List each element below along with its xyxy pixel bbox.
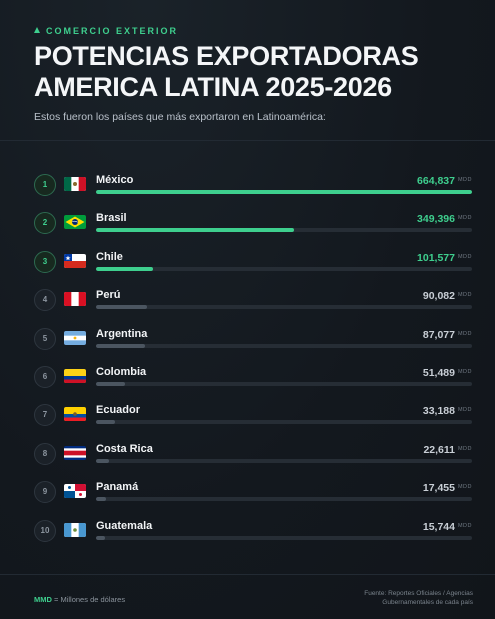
bar-row: 2 Brasil 349,396 MDD [0, 210, 495, 244]
triangle-icon [34, 27, 40, 33]
rank-badge: 3 [34, 250, 56, 273]
bar [96, 382, 126, 386]
rank-badge: 6 [34, 366, 56, 388]
title-line-2: AMERICA LATINA 2025-2026 [34, 72, 392, 102]
value-label: 51,489 [422, 367, 455, 379]
value-label: 17,455 [422, 482, 455, 495]
divider [0, 140, 495, 141]
unit-label: MDD [457, 292, 472, 299]
unit-label: MDD [457, 215, 472, 222]
unit-label: MDD [457, 177, 472, 183]
value-label: 87,077 [422, 328, 455, 341]
bar-track [96, 497, 472, 502]
bar [96, 266, 154, 271]
country-label: México [96, 174, 134, 186]
rank-badge: 8 [34, 442, 56, 465]
bar-row: 7 Ecuador 33,188 MDD [0, 402, 495, 436]
rank-badge: 7 [34, 404, 56, 427]
country-label: Argentina [96, 327, 148, 340]
subtitle: Estos fueron los países que más exportar… [34, 111, 326, 123]
bar [96, 458, 109, 463]
bar [96, 228, 294, 233]
bar [96, 420, 115, 425]
value-label: 349,396 [417, 213, 455, 226]
unit-label: MDD [457, 369, 472, 375]
bar [96, 190, 472, 194]
costa-rica-flag-icon [64, 445, 86, 460]
country-label: Costa Rica [96, 442, 153, 455]
unit-legend: MMD = Millones de dólares [34, 595, 125, 604]
unit-label: MDD [457, 522, 472, 529]
country-label: Perú [96, 289, 121, 302]
bar-track [96, 382, 472, 386]
bar-row: 1 México 664,837 MDD [0, 172, 495, 206]
rank-badge: 10 [34, 519, 56, 542]
country-label: Ecuador [96, 404, 141, 417]
country-label: Panamá [96, 481, 139, 494]
colombia-flag-icon [64, 369, 86, 383]
title-line-1: POTENCIAS EXPORTADORAS [34, 41, 419, 71]
country-label: Guatemala [96, 519, 153, 532]
source-line-1: Fuente: Reportes Oficiales / Agencias [364, 590, 473, 597]
value-label: 22,611 [423, 443, 455, 456]
bar-track [96, 535, 472, 540]
bar-track [96, 305, 472, 310]
bar [96, 535, 105, 540]
rank-badge: 2 [34, 212, 56, 235]
guatemala-flag-icon [64, 522, 86, 537]
legend-text: = Millones de dólares [51, 595, 126, 604]
bar-track [96, 266, 472, 271]
bar [96, 305, 147, 310]
country-label: Colombia [96, 366, 147, 378]
source-line-2: Gubernamentales de cada país [382, 599, 473, 606]
value-label: 90,082 [422, 290, 455, 303]
bar-row: 4 Perú 90,082 MDD [0, 287, 495, 321]
unit-label: MDD [457, 253, 472, 260]
page-title: POTENCIAS EXPORTADORAS AMERICA LATINA 20… [34, 41, 474, 103]
mexico-flag-icon [64, 177, 86, 191]
unit-label: MDD [457, 484, 472, 491]
bar-track [96, 420, 472, 425]
bar-track [96, 190, 472, 194]
value-label: 15,744 [422, 520, 455, 533]
argentina-flag-icon [64, 330, 86, 345]
bar-track [96, 228, 472, 233]
country-label: Chile [96, 250, 123, 263]
peru-flag-icon [64, 292, 86, 307]
kicker-text: COMERCIO EXTERIOR [46, 26, 179, 36]
rank-badge: 4 [34, 289, 56, 312]
footer-divider [0, 574, 495, 575]
bar-row: 8 Costa Rica 22,611 MDD [0, 441, 495, 475]
bar-row: 6 Colombia 51,489 MDD [0, 364, 495, 398]
legend-abbr: MMD [34, 595, 52, 604]
value-label: 101,577 [417, 251, 455, 264]
chile-flag-icon [64, 253, 86, 268]
unit-label: MDD [457, 445, 472, 452]
panama-flag-icon [64, 484, 86, 499]
country-label: Brasil [96, 212, 127, 225]
rank-badge: 9 [34, 481, 56, 504]
bar-row: 9 Panamá 17,455 MDD [0, 479, 495, 513]
bar [96, 343, 146, 348]
brazil-flag-icon [64, 215, 86, 230]
source-note: Fuente: Reportes Oficiales / Agencias Gu… [364, 589, 473, 607]
bar-row: 10 Guatemala 15,744 MDD [0, 518, 495, 552]
bar [96, 497, 106, 502]
bar-track [96, 343, 472, 348]
bar-row: 3 Chile 101,577 MDD [0, 249, 495, 283]
unit-label: MDD [457, 330, 472, 337]
bar-track [96, 458, 472, 463]
value-label: 664,837 [417, 175, 455, 187]
ecuador-flag-icon [64, 407, 86, 422]
rank-badge: 1 [34, 174, 56, 196]
rank-badge: 5 [34, 327, 56, 350]
value-label: 33,188 [422, 405, 455, 418]
unit-label: MDD [457, 407, 472, 414]
kicker: COMERCIO EXTERIOR [34, 26, 178, 36]
bar-row: 5 Argentina 87,077 MDD [0, 326, 495, 360]
